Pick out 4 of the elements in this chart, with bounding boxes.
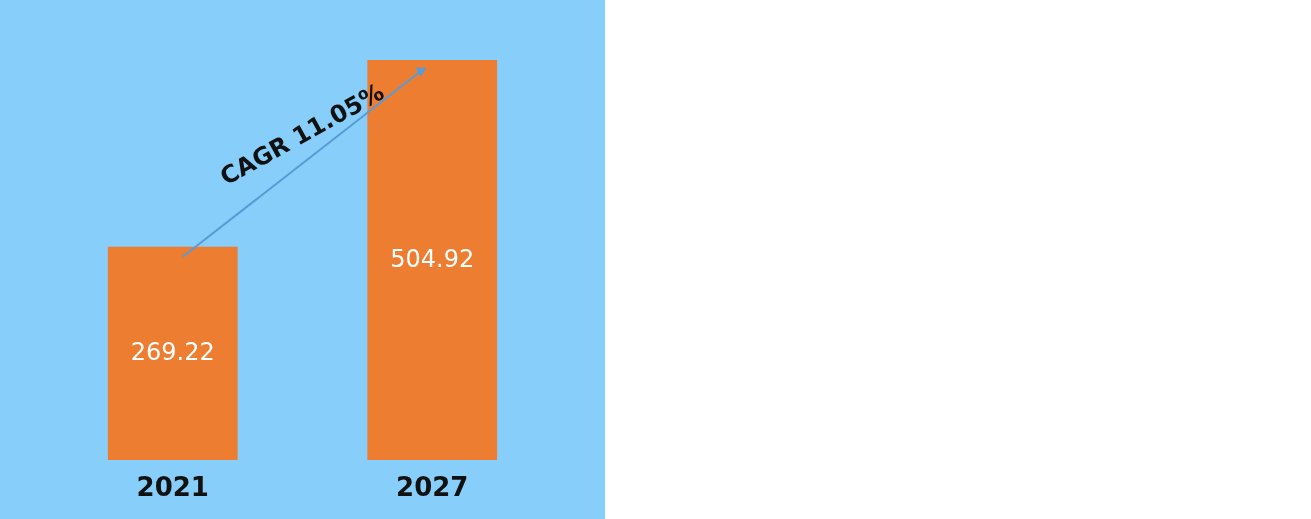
data-label: 269.22 — [130, 338, 215, 367]
x-tick-label: 2021 — [136, 471, 209, 502]
x-tick-label: 2027 — [396, 471, 469, 502]
data-label: 504.92 — [390, 245, 475, 273]
